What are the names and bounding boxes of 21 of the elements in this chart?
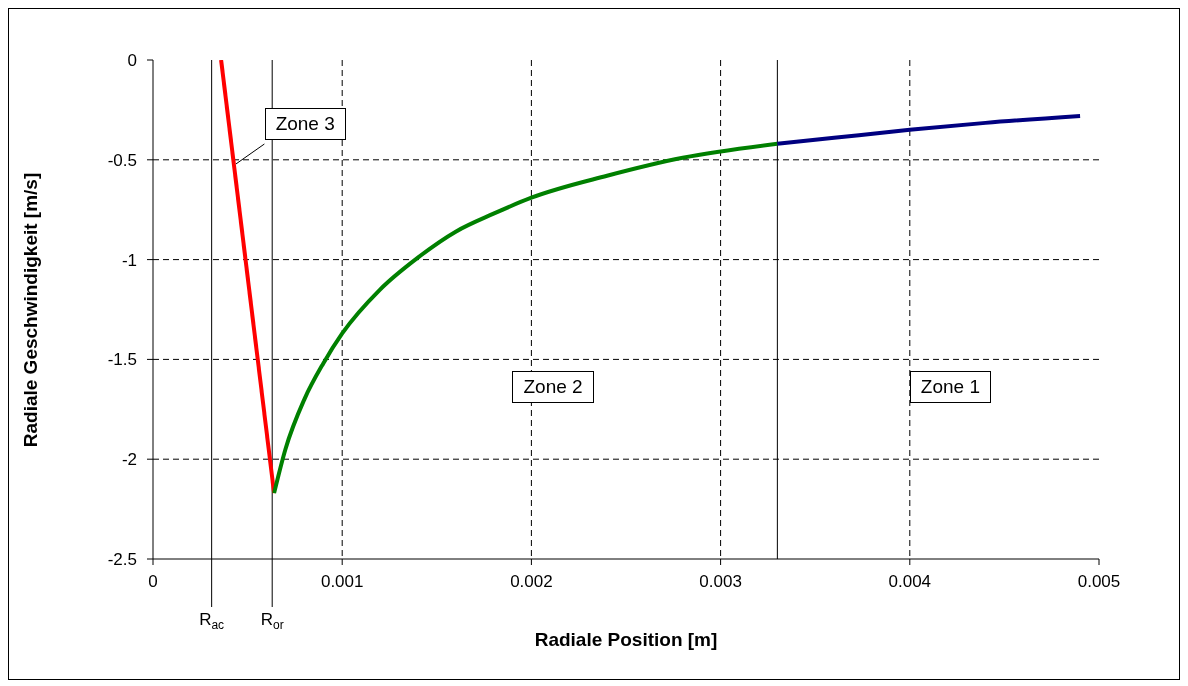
annotation: Zone 1: [909, 371, 991, 404]
annotation: Zone 3: [264, 107, 346, 140]
y-tick-label: -2: [121, 450, 137, 470]
y-tick-label: -0.5: [107, 150, 137, 170]
x-tick-label: 0.005: [1077, 572, 1121, 592]
y-tick-label: -1.5: [107, 350, 137, 370]
y-axis-title: Radiale Geschwindigkeit [m/s]: [20, 172, 42, 447]
x-tick-label: 0.004: [888, 572, 932, 592]
line-series: [775, 113, 1083, 146]
y-tick-label: 0: [127, 51, 137, 71]
x-tick-label: 0: [148, 572, 158, 592]
x-tick-label: 0.002: [510, 572, 553, 592]
ref-line-label: R$_{ac}$: [199, 610, 225, 632]
y-tick-label: -2.5: [107, 550, 137, 570]
y-tick-label: -1: [121, 250, 137, 270]
x-tick-label: 0.001: [320, 572, 364, 592]
annotation: Zone 2: [512, 371, 594, 404]
x-tick-label: 0.003: [699, 572, 742, 592]
line-series: [272, 141, 780, 496]
ref-line-label: R$_{or}$: [260, 610, 284, 632]
x-axis-title: Radiale Position [m]: [534, 629, 718, 651]
